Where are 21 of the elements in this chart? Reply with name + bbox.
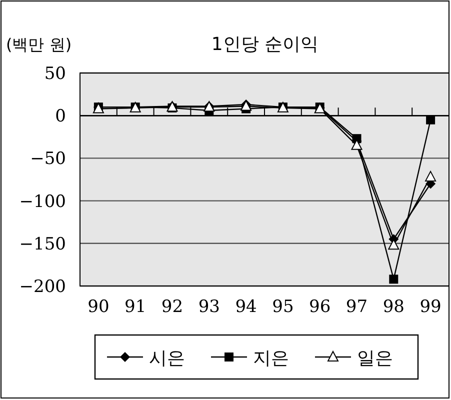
x-tick-label: 98 (382, 297, 404, 317)
x-tick-label: 95 (272, 297, 294, 317)
x-tick-label: 93 (198, 297, 220, 317)
y-tick-label: −50 (30, 149, 66, 170)
y-tick-label: 50 (44, 64, 66, 84)
y-tick-label: −200 (19, 277, 66, 297)
x-tick-label: 94 (235, 297, 257, 317)
chart-title: 1인당 순이익 (211, 34, 319, 55)
x-tick-label: 90 (88, 297, 110, 317)
y-axis-title: (백만 원) (6, 35, 72, 54)
legend-label: 지은 (253, 348, 289, 369)
legend-label: 시은 (149, 348, 185, 369)
y-tick-label: 0 (55, 106, 66, 127)
x-tick-label: 97 (346, 297, 368, 317)
x-tick-label: 91 (124, 297, 146, 317)
y-tick-label: −150 (19, 234, 66, 254)
x-tick-label: 92 (161, 297, 184, 317)
x-tick-label: 99 (420, 297, 442, 317)
y-tick-label: −100 (19, 192, 66, 212)
x-tick-label: 96 (309, 297, 331, 317)
legend-label: 일은 (357, 348, 393, 369)
